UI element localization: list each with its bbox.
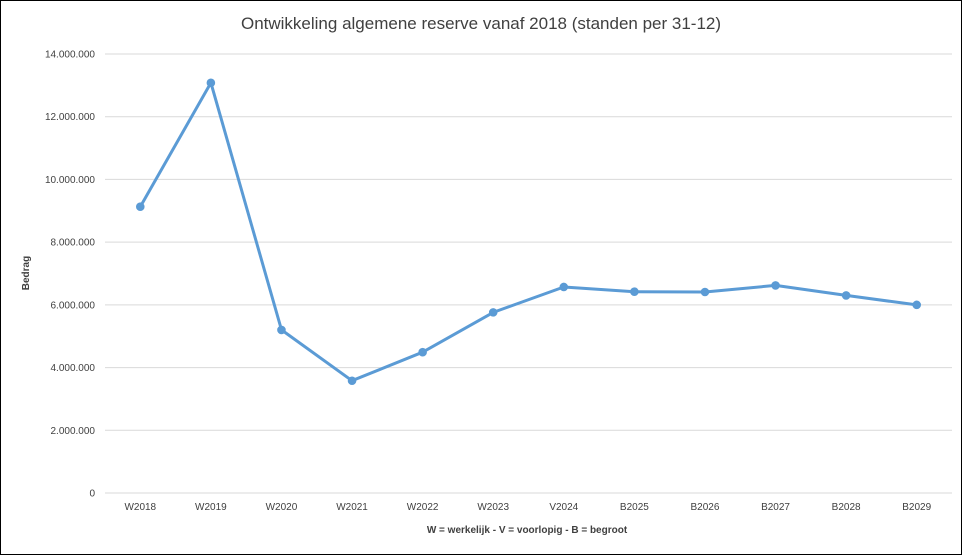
y-axis-label: Bedrag: [21, 256, 32, 290]
x-tick-label: B2025: [620, 502, 649, 513]
data-point: [206, 78, 216, 88]
x-tick-label: B2026: [690, 502, 719, 513]
y-tick-label: 0: [89, 489, 95, 500]
x-tick-label: W2018: [124, 502, 156, 513]
data-point: [841, 291, 851, 300]
data-point: [277, 325, 286, 335]
x-axis-ticks: W2018 W2019 W2020 W2021 W2022 W2023 V2024 B2025…: [124, 502, 931, 513]
y-tick-label: 8.000.000: [51, 238, 96, 249]
gridlines: [105, 53, 952, 494]
y-tick-label: 2.000.000: [51, 426, 96, 437]
chart-title: Ontwikkeling algemene reserve vanaf 2018…: [241, 14, 721, 33]
series-markers: [135, 78, 922, 386]
data-point: [559, 282, 569, 292]
x-tick-label: W2019: [195, 502, 227, 513]
x-axis-label: W = werkelijk - V = voorlopig - B = begr…: [427, 525, 628, 536]
y-axis-ticks: 0 2.000.000 4.000.000 6.000.000 8.000.000 10.…: [45, 50, 96, 500]
data-point: [418, 347, 427, 357]
data-point: [912, 300, 922, 310]
series-line: [138, 81, 919, 383]
data-point: [771, 281, 780, 290]
y-tick-label: 6.000.000: [51, 300, 96, 311]
y-tick-label: 14.000.000: [45, 50, 95, 61]
data-point: [347, 376, 357, 386]
data-point: [630, 287, 639, 296]
x-tick-label: W2020: [266, 502, 298, 513]
x-tick-label: V2024: [549, 502, 578, 513]
y-tick-label: 12.000.000: [45, 112, 95, 123]
x-tick-label: B2027: [761, 502, 790, 513]
data-point: [700, 287, 710, 297]
x-tick-label: B2028: [832, 502, 861, 513]
y-tick-label: 4.000.000: [51, 363, 96, 374]
data-point: [488, 308, 498, 317]
x-tick-label: W2021: [336, 502, 368, 513]
x-tick-label: B2029: [902, 502, 931, 513]
x-tick-label: W2023: [477, 502, 509, 513]
y-tick-label: 10.000.000: [45, 175, 95, 186]
x-tick-label: W2022: [407, 502, 439, 513]
data-point: [135, 202, 145, 212]
